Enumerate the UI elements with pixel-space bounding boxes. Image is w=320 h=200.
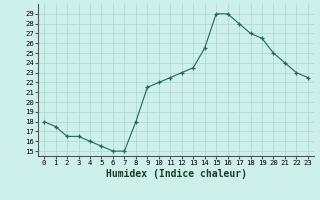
X-axis label: Humidex (Indice chaleur): Humidex (Indice chaleur) (106, 169, 246, 179)
